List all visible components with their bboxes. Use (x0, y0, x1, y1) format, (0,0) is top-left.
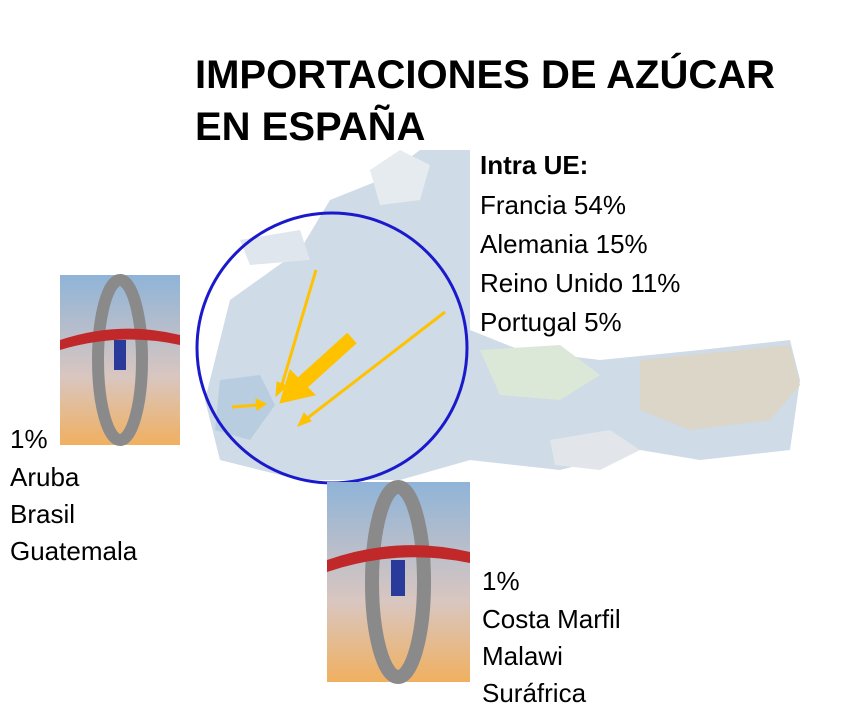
title: IMPORTACIONES DE AZÚCAR (195, 53, 775, 97)
heading: Intra UE: (480, 150, 589, 180)
list-item: Alemania 15% (480, 229, 648, 259)
icon (327, 480, 470, 684)
map (205, 150, 800, 480)
list-item: Aruba (10, 462, 80, 492)
list-item: Francia 54% (480, 190, 626, 220)
list-item: Brasil (10, 499, 76, 529)
list-item: Portugal 5% (480, 307, 622, 337)
share: 1% (482, 566, 520, 596)
list-item: Costa Marfil (482, 604, 621, 634)
list-item: Suráfrica (482, 678, 587, 708)
share: 1% (10, 424, 48, 454)
list-item: Reino Unido 11% (480, 268, 681, 298)
title: EN ESPAÑA (195, 105, 426, 149)
list-item: Guatemala (10, 536, 138, 566)
list-item: Malawi (482, 641, 563, 671)
icon (60, 274, 180, 446)
arrows (231, 269, 446, 427)
